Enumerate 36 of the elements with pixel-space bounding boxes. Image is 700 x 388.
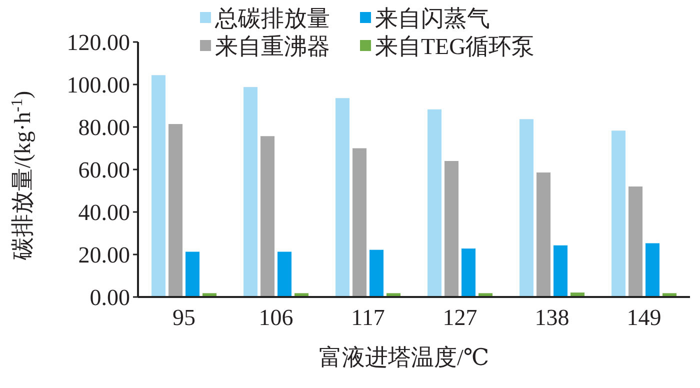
x-tick-label: 138 [534, 305, 570, 330]
bar [186, 252, 200, 297]
bar [612, 130, 626, 297]
bar [152, 75, 166, 297]
legend-label: 来自闪蒸气 [375, 6, 490, 31]
bar [278, 252, 292, 297]
bar [370, 250, 384, 297]
bar [628, 186, 642, 297]
bar [536, 172, 550, 297]
y-tick-label: 80.00 [78, 115, 130, 140]
bar [244, 87, 258, 297]
bar [554, 245, 568, 297]
bar [336, 98, 350, 297]
bar [646, 243, 660, 297]
bar [520, 119, 534, 297]
legend-label: 来自重沸器 [215, 34, 330, 59]
y-tick-label: 20.00 [78, 242, 130, 268]
y-tick-label: 0.00 [90, 285, 130, 310]
x-tick-label: 149 [626, 305, 662, 330]
x-tick-label: 127 [442, 305, 478, 330]
bar [260, 136, 274, 297]
bar [352, 148, 366, 297]
bar [168, 124, 182, 297]
x-tick-label: 95 [172, 305, 196, 330]
bar [462, 248, 476, 297]
y-tick-label: 120.00 [66, 30, 130, 55]
y-tick-label: 60.00 [78, 158, 130, 182]
bar [444, 161, 458, 297]
y-tick-label: 100.00 [66, 72, 130, 98]
x-tick-label: 106 [258, 305, 294, 330]
y-tick-label: 40.00 [78, 200, 130, 225]
legend-label: 总碳排放量 [214, 6, 330, 31]
x-axis-title: 富液进塔温度/℃ [318, 345, 490, 370]
bar [428, 109, 442, 297]
legend-label: 来自TEG循环泵 [375, 34, 535, 59]
x-tick-label: 117 [351, 305, 385, 330]
